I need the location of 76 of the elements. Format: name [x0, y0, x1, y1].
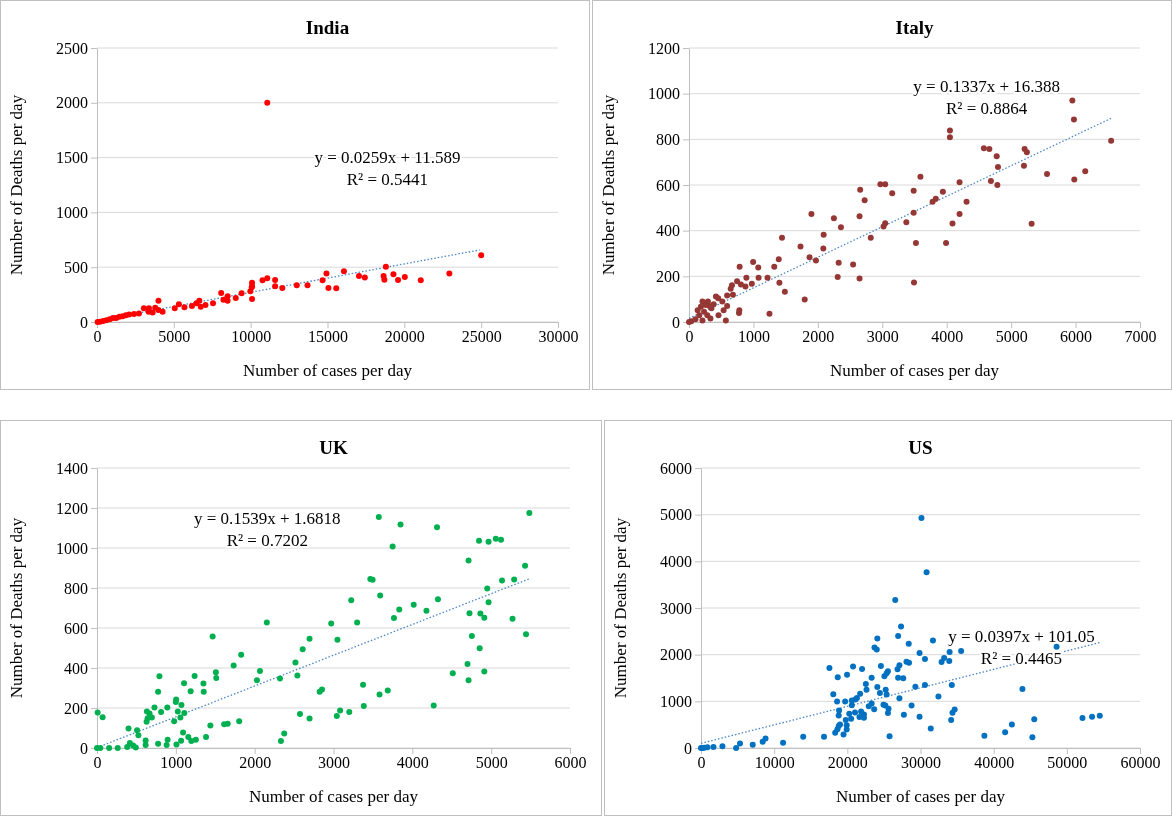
y-tick-label: 1000	[56, 204, 88, 222]
x-tick-label: 2000	[802, 328, 835, 346]
x-tick-label: 20000	[827, 754, 868, 772]
y-tick-label: 3000	[660, 599, 692, 617]
y-tick-label: 1500	[56, 149, 88, 167]
x-tick-label: 3000	[866, 328, 899, 346]
y-tick-label: 500	[64, 258, 88, 276]
annotation: R² = 0.5441	[346, 170, 429, 190]
x-axis-title: Number of cases per day	[830, 361, 1000, 380]
y-tick-label: 1400	[56, 459, 88, 477]
y-tick-label: 0	[684, 739, 692, 757]
x-tick-label: 60000	[1120, 754, 1161, 772]
y-tick-label: 4000	[660, 552, 692, 570]
annotation: y = 0.0397x + 101.05	[948, 626, 1095, 646]
y-tick-label: 0	[672, 313, 680, 331]
y-axis-title: Number of Deaths per day	[599, 94, 618, 276]
x-axis-title: Number of cases per day	[249, 787, 419, 806]
annotation: y = 0.1337x + 16.388	[913, 76, 1060, 96]
y-tick-label: 5000	[660, 506, 692, 524]
x-tick-label: 6000	[554, 754, 587, 772]
x-axis-title: Number of cases per day	[243, 361, 413, 380]
y-tick-label: 2500	[56, 39, 88, 57]
y-tick-label: 1200	[648, 39, 680, 57]
y-tick-label: 800	[64, 579, 88, 597]
chart-title: India	[305, 17, 350, 38]
x-axis-title: Number of cases per day	[836, 787, 1006, 806]
annotation: R² = 0.8864	[946, 98, 1028, 118]
x-tick-label: 7000	[1124, 328, 1157, 346]
y-tick-label: 1000	[56, 539, 88, 557]
y-tick-label: 1200	[56, 499, 88, 517]
y-axis-title: Number of Deaths per day	[611, 517, 630, 699]
y-tick-label: 1000	[660, 692, 692, 710]
y-tick-label: 0	[80, 739, 88, 757]
x-tick-label: 25000	[461, 328, 502, 346]
chart-title: UK	[319, 437, 348, 458]
y-tick-label: 200	[64, 699, 88, 717]
x-tick-label: 30000	[538, 328, 579, 346]
y-tick-label: 2000	[660, 646, 692, 664]
y-tick-label: 200	[656, 267, 680, 285]
y-tick-label: 800	[656, 130, 680, 148]
y-tick-label: 600	[64, 619, 88, 637]
x-tick-label: 15000	[308, 328, 348, 346]
chart-title: US	[908, 437, 933, 458]
x-tick-label: 5000	[475, 754, 508, 772]
x-tick-label: 3000	[318, 754, 350, 772]
chart-title: Italy	[895, 17, 934, 38]
x-tick-label: 4000	[396, 754, 429, 772]
x-tick-label: 1000	[160, 754, 193, 772]
x-tick-label: 30000	[901, 754, 941, 772]
x-tick-label: 0	[93, 754, 102, 772]
x-tick-label: 6000	[1060, 328, 1093, 346]
y-axis-title: Number of Deaths per day	[7, 94, 26, 276]
x-tick-label: 2000	[239, 754, 272, 772]
y-tick-label: 1000	[648, 85, 680, 103]
y-tick-label: 0	[80, 313, 88, 331]
y-tick-label: 6000	[660, 459, 692, 477]
x-tick-label: 0	[93, 328, 102, 346]
annotation: R² = 0.4465	[980, 648, 1063, 668]
annotation: R² = 0.7202	[226, 531, 308, 550]
annotation: y = 0.0259x + 11.589	[314, 148, 461, 168]
y-tick-label: 2000	[56, 94, 88, 112]
x-tick-label: 4000	[931, 328, 964, 346]
x-tick-label: 10000	[231, 328, 272, 346]
x-tick-label: 5000	[995, 328, 1028, 346]
annotation: y = 0.1539x + 1.6818	[193, 509, 341, 528]
x-tick-label: 1000	[737, 328, 770, 346]
x-tick-label: 5000	[158, 328, 191, 346]
x-tick-label: 0	[697, 754, 706, 772]
y-tick-label: 400	[656, 222, 680, 240]
y-axis-title: Number of Deaths per day	[7, 517, 26, 699]
y-tick-label: 400	[64, 659, 88, 677]
x-tick-label: 40000	[974, 754, 1015, 772]
x-tick-label: 20000	[384, 328, 425, 346]
x-tick-label: 50000	[1047, 754, 1088, 772]
x-tick-label: 10000	[754, 754, 795, 772]
y-tick-label: 600	[656, 176, 680, 194]
